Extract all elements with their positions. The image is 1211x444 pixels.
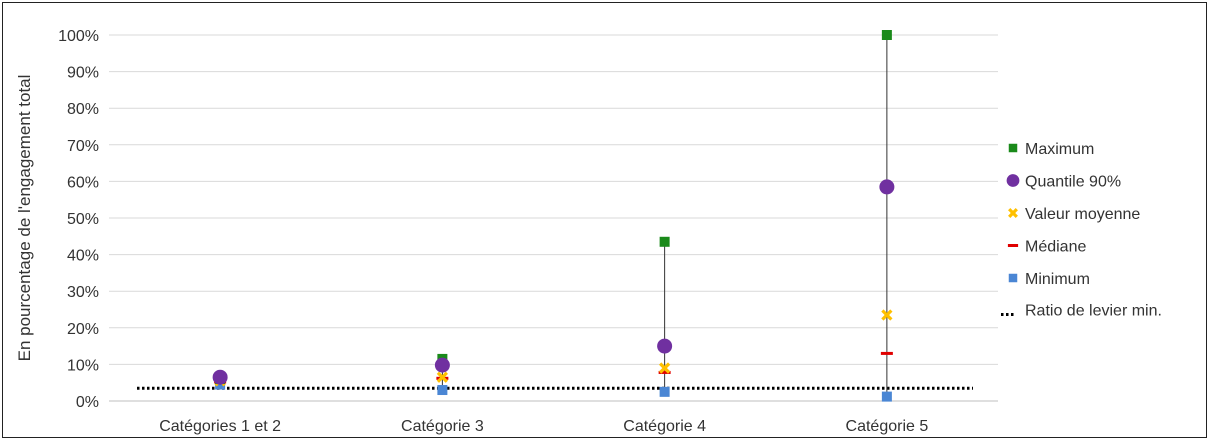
legend-marker-stroke: [1008, 208, 1018, 218]
legend-label: Quantile 90%: [1025, 174, 1121, 191]
legend-marker: [1008, 208, 1018, 218]
minimum-marker: [881, 391, 892, 402]
y-tick-label: 60%: [67, 174, 99, 191]
quantile-90-marker: [434, 357, 450, 373]
x-tick-label: Catégorie 4: [623, 418, 706, 435]
x-tick-label: Catégorie 5: [846, 418, 929, 435]
y-tick-label: 70%: [67, 138, 99, 155]
x-tick-label: Catégories 1 et 2: [159, 418, 281, 435]
y-tick-label: 100%: [58, 28, 99, 45]
legend-marker: [1007, 244, 1019, 247]
legend-marker: [1008, 273, 1018, 283]
quantile-90-marker: [657, 338, 673, 354]
legend-item: Ratio de levier min.: [1001, 303, 1162, 320]
minimum-marker: [437, 385, 448, 396]
y-axis: 0% 10% 20% 30% 40% 50% 60% 70% 80% 90% 100%: [58, 28, 99, 411]
legend-marker: [1006, 174, 1020, 187]
maximum-marker: [881, 30, 892, 40]
quantile-90-marker: [879, 179, 895, 195]
valeur-moyenne-marker-stroke: [881, 309, 893, 321]
range-lines-layer: [219, 35, 888, 397]
maximum-marker: [659, 236, 670, 247]
valeur-moyenne-marker-stroke: [658, 362, 671, 374]
legend-label: Médiane: [1025, 239, 1086, 256]
chart-svg: 0% 10% 20% 30% 40% 50% 60% 70% 80% 90% 100% Catégo…: [15, 28, 1162, 435]
y-tick-label: 30%: [67, 284, 99, 301]
x-tick-label: Catégorie 3: [401, 418, 484, 435]
valeur-moyenne-marker: [881, 309, 893, 321]
y-axis-title: En pourcentage de l'engagement total: [15, 75, 34, 362]
y-tick-label: 40%: [67, 248, 99, 265]
quantile-90-marker: [212, 369, 228, 385]
legend-item: Médiane: [1007, 239, 1086, 256]
m-diane-marker: [880, 351, 893, 355]
m-diane-marker: [658, 370, 671, 374]
legend-label: Minimum: [1025, 271, 1090, 288]
valeur-moyenne-marker: [436, 371, 449, 383]
legend-label: Maximum: [1025, 141, 1094, 158]
legend-item: Quantile 90%: [1006, 174, 1121, 191]
valeur-moyenne-marker: [658, 362, 671, 374]
x-axis: Catégories 1 et 2 Catégorie 3 Catégorie 4 C…: [109, 400, 998, 435]
y-tick-label: 10%: [67, 357, 99, 374]
y-tick-label: 80%: [67, 101, 99, 118]
valeur-moyenne-marker-stroke: [436, 371, 449, 383]
grid-layer: [109, 34, 998, 402]
chart-frame: 0% 10% 20% 30% 40% 50% 60% 70% 80% 90% 100% Catégo…: [2, 2, 1207, 438]
legend-item: Maximum: [1008, 141, 1094, 158]
markers-layer: [212, 30, 895, 402]
y-tick-label: 0%: [76, 394, 99, 411]
legend-label: Valeur moyenne: [1025, 206, 1140, 223]
legend-label: Ratio de levier min.: [1025, 303, 1162, 320]
legend-marker: [1008, 143, 1018, 153]
y-tick-label: 50%: [67, 211, 99, 228]
minimum-marker: [659, 386, 670, 397]
legend-item: Valeur moyenne: [1008, 206, 1140, 223]
y-tick-label: 20%: [67, 321, 99, 338]
legend: Maximum Quantile 90% Valeur moyenne Médiane…: [1001, 141, 1162, 320]
y-tick-label: 90%: [67, 65, 99, 82]
legend-item: Minimum: [1008, 271, 1090, 288]
